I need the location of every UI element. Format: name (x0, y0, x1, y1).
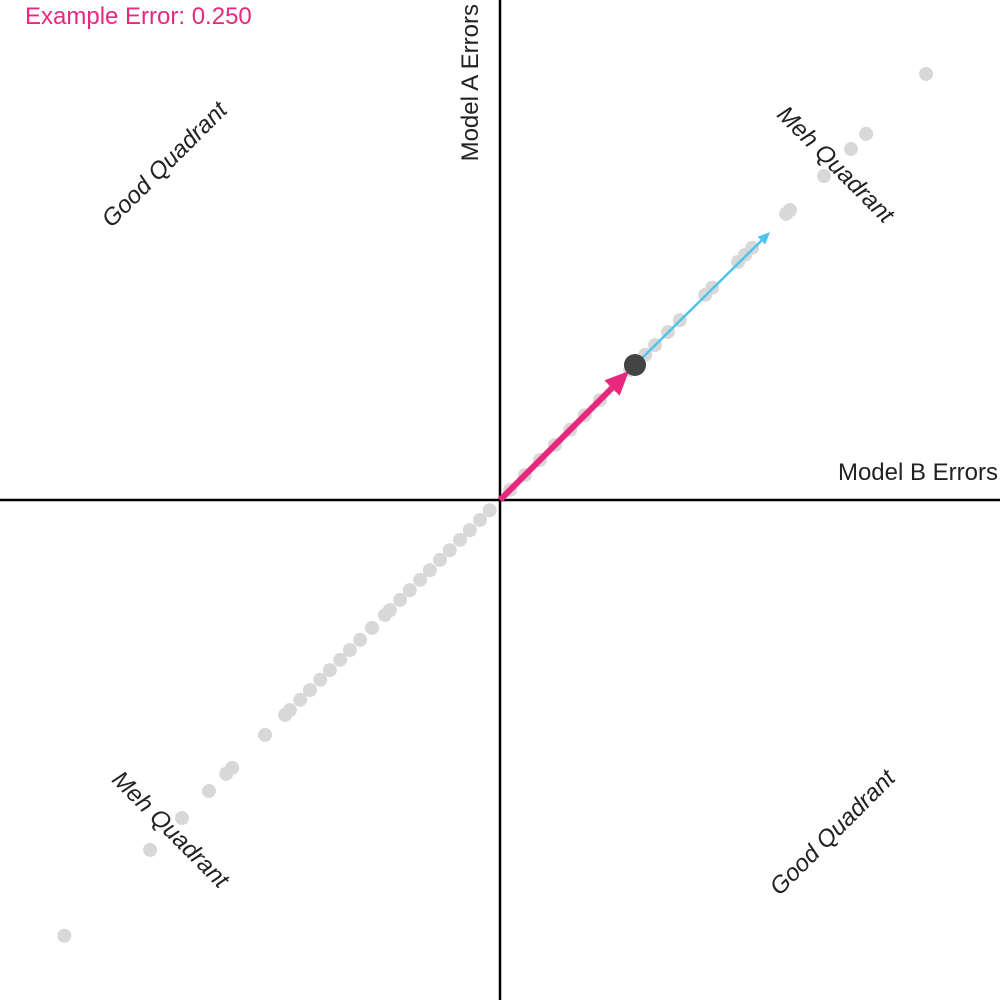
point (779, 206, 794, 221)
point (453, 532, 468, 547)
point (919, 66, 934, 81)
point (258, 727, 273, 742)
point (201, 784, 216, 799)
gradient-arrow-head (757, 232, 770, 245)
point (313, 672, 328, 687)
point (422, 563, 437, 578)
point (377, 608, 392, 623)
error-arrow-shaft (497, 385, 615, 503)
point (859, 126, 874, 141)
point (278, 707, 293, 722)
point (353, 632, 368, 647)
error-arrow-head (604, 371, 629, 396)
point (413, 572, 428, 587)
quadrant-label: Good Quadrant (765, 764, 902, 901)
point (843, 142, 858, 157)
point (174, 811, 189, 826)
point (219, 766, 234, 781)
y-axis-label: Model A Errors (457, 4, 484, 161)
quadrant-label: Meh Quadrant (107, 766, 236, 895)
gradient-arrow (634, 232, 770, 366)
point (816, 169, 831, 184)
point (342, 643, 357, 658)
point (293, 692, 308, 707)
gradient-arrow-shaft (634, 239, 763, 366)
point (143, 842, 158, 857)
point (365, 620, 380, 635)
point (333, 652, 348, 667)
example-point (623, 354, 646, 377)
point (393, 592, 408, 607)
point (302, 683, 317, 698)
point (433, 552, 448, 567)
chart-title: Example Error: 0.250 (25, 3, 252, 30)
point (402, 583, 417, 598)
x-axis-label: Model B Errors (838, 459, 998, 486)
point (57, 928, 72, 943)
point (482, 503, 497, 518)
point (473, 512, 488, 527)
quadrant-label: Good Quadrant (97, 96, 234, 233)
point (462, 523, 477, 538)
point (442, 543, 457, 558)
point (322, 663, 337, 678)
error-arrow (497, 371, 629, 503)
